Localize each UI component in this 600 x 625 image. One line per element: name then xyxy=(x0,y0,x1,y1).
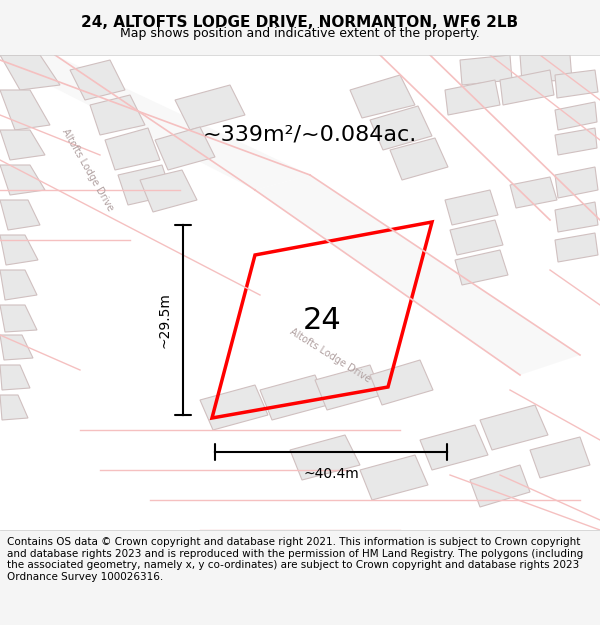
Polygon shape xyxy=(450,220,503,255)
Polygon shape xyxy=(350,75,415,118)
Polygon shape xyxy=(105,128,160,170)
Text: ~339m²/~0.084ac.: ~339m²/~0.084ac. xyxy=(203,125,417,145)
Polygon shape xyxy=(0,270,37,300)
Text: ~29.5m: ~29.5m xyxy=(157,292,171,348)
Polygon shape xyxy=(555,70,598,98)
Polygon shape xyxy=(370,360,433,405)
Polygon shape xyxy=(0,200,40,230)
Polygon shape xyxy=(420,425,488,470)
Polygon shape xyxy=(370,106,432,150)
Polygon shape xyxy=(70,60,125,100)
Polygon shape xyxy=(290,435,360,480)
Polygon shape xyxy=(0,55,310,190)
Polygon shape xyxy=(555,167,598,198)
Polygon shape xyxy=(470,465,530,507)
Polygon shape xyxy=(360,455,428,500)
Polygon shape xyxy=(140,170,197,212)
Polygon shape xyxy=(0,305,37,332)
Polygon shape xyxy=(510,177,557,208)
Polygon shape xyxy=(530,437,590,478)
Text: Map shows position and indicative extent of the property.: Map shows position and indicative extent… xyxy=(120,27,480,39)
Polygon shape xyxy=(555,202,598,232)
Text: ~40.4m: ~40.4m xyxy=(303,467,359,481)
Polygon shape xyxy=(200,385,268,430)
Polygon shape xyxy=(255,175,580,375)
Text: 24, ALTOFTS LODGE DRIVE, NORMANTON, WF6 2LB: 24, ALTOFTS LODGE DRIVE, NORMANTON, WF6 … xyxy=(82,16,518,31)
Polygon shape xyxy=(555,233,598,262)
Polygon shape xyxy=(0,395,28,420)
Polygon shape xyxy=(555,128,597,155)
Polygon shape xyxy=(155,127,215,170)
Polygon shape xyxy=(315,365,382,410)
Text: Altofts Lodge Drive: Altofts Lodge Drive xyxy=(61,127,116,213)
Polygon shape xyxy=(118,165,172,205)
Polygon shape xyxy=(480,405,548,450)
Polygon shape xyxy=(0,55,60,90)
Text: 24: 24 xyxy=(302,306,341,335)
Polygon shape xyxy=(260,375,328,420)
Polygon shape xyxy=(0,130,45,160)
Polygon shape xyxy=(390,138,448,180)
Polygon shape xyxy=(520,55,572,82)
Polygon shape xyxy=(175,85,245,130)
Polygon shape xyxy=(0,165,45,195)
Text: Contains OS data © Crown copyright and database right 2021. This information is : Contains OS data © Crown copyright and d… xyxy=(7,537,583,582)
Polygon shape xyxy=(0,335,33,360)
Polygon shape xyxy=(460,55,512,85)
Polygon shape xyxy=(90,95,145,135)
Polygon shape xyxy=(0,90,50,130)
Polygon shape xyxy=(0,235,38,265)
Polygon shape xyxy=(555,102,597,130)
Polygon shape xyxy=(500,70,554,105)
Polygon shape xyxy=(455,250,508,285)
Polygon shape xyxy=(445,190,498,225)
Polygon shape xyxy=(0,365,30,390)
Polygon shape xyxy=(445,80,500,115)
Text: Altofts Lodge Drive: Altofts Lodge Drive xyxy=(288,326,372,384)
